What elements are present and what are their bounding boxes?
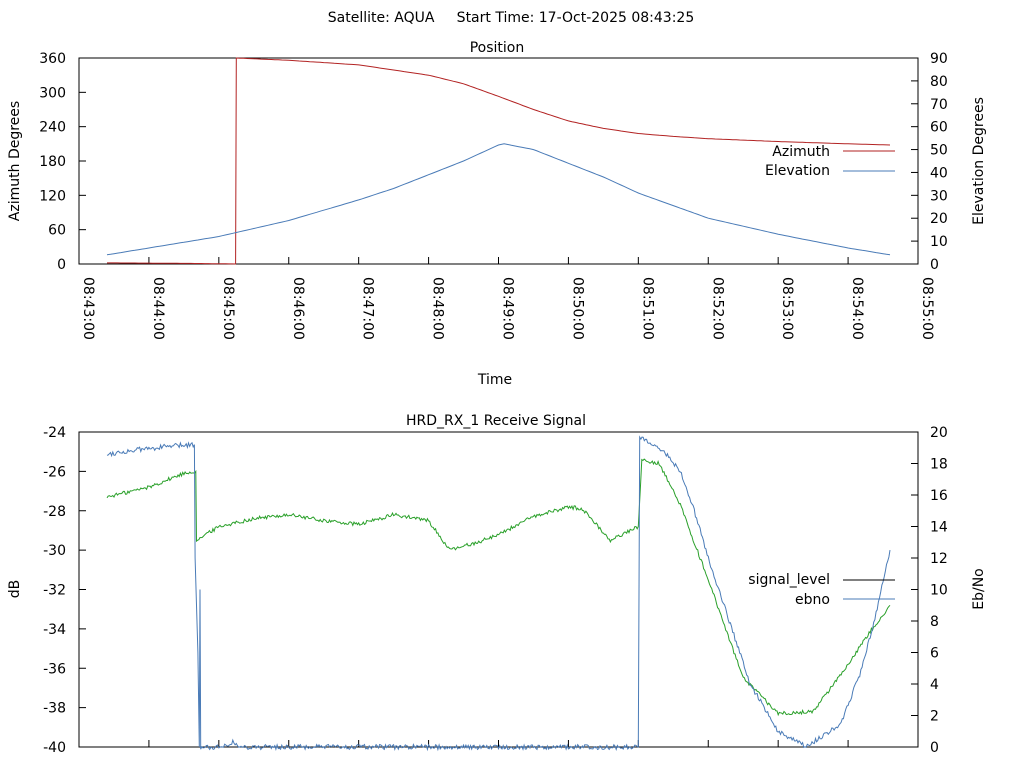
position-chart: Position 0 60 120 180 240 300 360 0 10 20 30 40 50 6… bbox=[7, 40, 987, 388]
legend-label-signal-level: signal_level bbox=[748, 572, 830, 588]
position-legend: Azimuth Elevation bbox=[765, 144, 895, 179]
x-tick-label: 08:55:00 bbox=[919, 277, 935, 340]
y-tick-label: -28 bbox=[43, 504, 66, 520]
series-line-elevation bbox=[106, 143, 891, 256]
receive-x-ticks bbox=[78, 740, 919, 747]
y2-tick-label: 2 bbox=[930, 709, 939, 725]
y2-tick-label: 14 bbox=[930, 520, 948, 536]
y-tick-label: 300 bbox=[39, 85, 66, 101]
y2-tick-label: 16 bbox=[930, 488, 948, 504]
y-tick-label: 180 bbox=[39, 154, 66, 170]
series-line-signal-level bbox=[106, 458, 891, 717]
y2-tick-label: 4 bbox=[930, 677, 939, 693]
y-tick-label: -34 bbox=[43, 622, 66, 638]
x-tick-label: 08:43:00 bbox=[80, 277, 96, 340]
y-tick-label: 60 bbox=[48, 223, 66, 239]
position-chart-title: Position bbox=[470, 40, 525, 56]
x-tick-label: 08:44:00 bbox=[150, 277, 166, 340]
legend-label-ebno: ebno bbox=[795, 592, 830, 608]
receive-ylabel: dB bbox=[7, 580, 23, 599]
position-xlabel: Time bbox=[477, 372, 512, 388]
receive-series bbox=[106, 435, 891, 752]
y2-tick-label: 70 bbox=[930, 97, 948, 113]
receive-y2-ticks: 0 2 4 6 8 10 12 14 16 18 20 bbox=[911, 425, 948, 756]
position-plot-frame bbox=[78, 57, 919, 265]
x-tick-label: 08:53:00 bbox=[779, 277, 795, 340]
x-tick-label: 08:46:00 bbox=[290, 277, 306, 340]
position-x-ticks: 08:43:00 08:44:00 08:45:00 08:46:00 08:47:00… bbox=[78, 257, 935, 340]
x-tick-label: 08:52:00 bbox=[709, 277, 725, 340]
position-y2-ticks: 0 10 20 30 40 50 60 70 80 90 bbox=[911, 51, 948, 273]
y-tick-label: 120 bbox=[39, 188, 66, 204]
y2-tick-label: 18 bbox=[930, 457, 948, 473]
y2-tick-label: 20 bbox=[930, 425, 948, 441]
position-series bbox=[106, 57, 891, 265]
y2-tick-label: 60 bbox=[930, 120, 948, 136]
receive-y-ticks: -40 -38 -36 -34 -32 -30 -28 -26 -24 bbox=[43, 425, 86, 756]
legend-label-elevation: Elevation bbox=[765, 163, 830, 179]
receive-y2label: Eb/No bbox=[971, 568, 987, 610]
y2-tick-label: 8 bbox=[930, 614, 939, 630]
y2-tick-label: 12 bbox=[930, 551, 948, 567]
y2-tick-label: 50 bbox=[930, 143, 948, 159]
y-tick-label: 0 bbox=[57, 257, 66, 273]
legend-label-azimuth: Azimuth bbox=[772, 144, 830, 160]
y2-tick-label: 10 bbox=[930, 234, 948, 250]
y2-tick-label: 90 bbox=[930, 51, 948, 67]
y-tick-label: -26 bbox=[43, 464, 66, 480]
series-line-ebno bbox=[106, 435, 891, 752]
y2-tick-label: 10 bbox=[930, 583, 948, 599]
y2-tick-label: 80 bbox=[930, 74, 948, 90]
y2-tick-label: 6 bbox=[930, 646, 939, 662]
y2-tick-label: 30 bbox=[930, 188, 948, 204]
series-line-azimuth bbox=[107, 57, 891, 265]
receive-plot-frame bbox=[78, 431, 919, 748]
page-title: Satellite: AQUA Start Time: 17-Oct-2025 … bbox=[328, 10, 694, 26]
receive-legend: signal_level ebno bbox=[748, 572, 895, 608]
y-tick-label: 360 bbox=[39, 51, 66, 67]
x-tick-label: 08:50:00 bbox=[569, 277, 585, 340]
y2-tick-label: 0 bbox=[930, 740, 939, 756]
x-tick-label: 08:47:00 bbox=[360, 277, 376, 340]
x-tick-label: 08:51:00 bbox=[639, 277, 655, 340]
y-tick-label: 240 bbox=[39, 120, 66, 136]
position-ylabel: Azimuth Degrees bbox=[7, 101, 23, 221]
y-tick-label: -30 bbox=[43, 543, 66, 559]
x-tick-label: 08:54:00 bbox=[849, 277, 865, 340]
y-tick-label: -32 bbox=[43, 583, 66, 599]
y-tick-label: -36 bbox=[43, 661, 66, 677]
receive-signal-chart: HRD_RX_1 Receive Signal -40-38-36-34-32-… bbox=[7, 413, 987, 756]
y-tick-label: -38 bbox=[43, 701, 66, 717]
receive-chart-title: HRD_RX_1 Receive Signal bbox=[406, 413, 586, 429]
y-tick-label: -24 bbox=[43, 425, 66, 441]
y2-tick-label: 40 bbox=[930, 165, 948, 181]
x-tick-label: 08:45:00 bbox=[220, 277, 236, 340]
position-y2label: Elevation Degrees bbox=[971, 97, 987, 225]
y2-tick-label: 20 bbox=[930, 211, 948, 227]
y2-tick-label: 0 bbox=[930, 257, 939, 273]
x-tick-label: 08:48:00 bbox=[430, 277, 446, 340]
x-tick-label: 08:49:00 bbox=[500, 277, 516, 340]
y-tick-label: -40 bbox=[43, 740, 66, 756]
position-y-ticks: 0 60 120 180 240 300 360 bbox=[39, 51, 86, 273]
